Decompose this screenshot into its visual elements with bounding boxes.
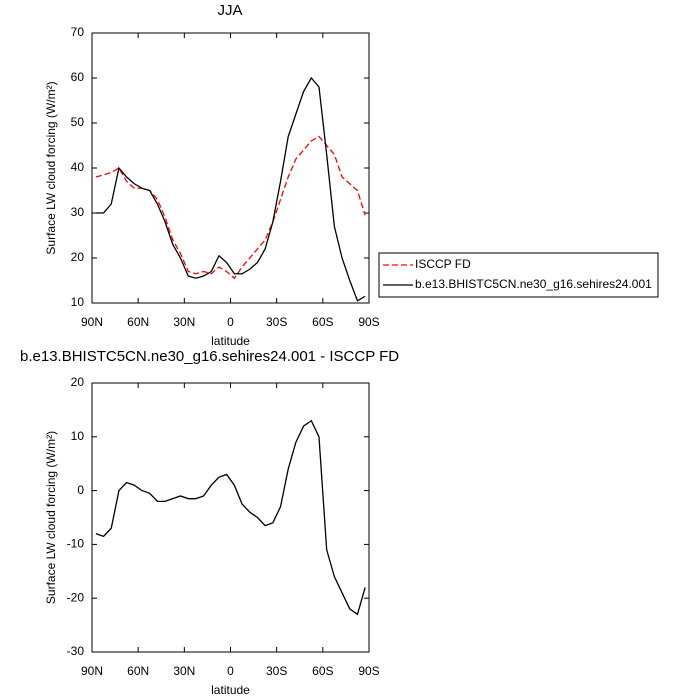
y-tick-label: 20 bbox=[71, 375, 85, 389]
x-tick-label: 30N bbox=[173, 664, 195, 678]
y-axis-label: Surface LW cloud forcing (W/m²) bbox=[44, 81, 58, 254]
x-tick-label: 0 bbox=[227, 664, 234, 678]
x-tick-label: 90S bbox=[358, 664, 379, 678]
data-line bbox=[95, 419, 366, 616]
y-axis-label: Surface LW cloud forcing (W/m²) bbox=[44, 431, 58, 604]
x-tick-label: 60N bbox=[127, 664, 149, 678]
y-tick-label: 0 bbox=[77, 483, 84, 497]
y-tick-label: 60 bbox=[71, 70, 85, 84]
x-tick-label: 60S bbox=[312, 664, 333, 678]
x-tick-label: 90N bbox=[81, 664, 103, 678]
y-tick-label: 30 bbox=[71, 205, 85, 219]
y-tick-label: 10 bbox=[71, 295, 85, 309]
x-tick-label: 0 bbox=[227, 315, 234, 329]
x-axis-label: latitude bbox=[211, 334, 250, 348]
x-tick-label: 30S bbox=[266, 664, 287, 678]
x-tick-label: 90N bbox=[81, 315, 103, 329]
y-tick-label: 20 bbox=[71, 250, 85, 264]
legend-label: ISCCP FD bbox=[415, 257, 471, 271]
y-tick-label: -30 bbox=[67, 644, 85, 658]
legend-box bbox=[378, 252, 659, 298]
chart-title: b.e13.BHISTC5CN.ne30_g16.sehires24.001 -… bbox=[20, 348, 399, 365]
plot-frame bbox=[91, 32, 370, 304]
y-tick-label: 70 bbox=[71, 25, 85, 39]
data-line bbox=[95, 76, 366, 302]
y-tick-label: -20 bbox=[67, 590, 85, 604]
x-tick-label: 90S bbox=[358, 315, 379, 329]
x-tick-label: 60S bbox=[312, 315, 333, 329]
x-axis-label: latitude bbox=[211, 683, 250, 697]
y-tick-label: -10 bbox=[67, 537, 85, 551]
x-tick-label: 60N bbox=[127, 315, 149, 329]
legend-label: b.e13.BHISTC5CN.ne30_g16.sehires24.001 bbox=[415, 277, 652, 291]
x-tick-label: 30S bbox=[266, 315, 287, 329]
data-line bbox=[95, 135, 366, 280]
y-tick-label: 40 bbox=[71, 160, 85, 174]
x-tick-label: 30N bbox=[173, 315, 195, 329]
y-tick-label: 10 bbox=[71, 429, 85, 443]
y-tick-label: 50 bbox=[71, 115, 85, 129]
chart-title: JJA bbox=[217, 2, 242, 19]
plot-frame bbox=[91, 382, 370, 653]
